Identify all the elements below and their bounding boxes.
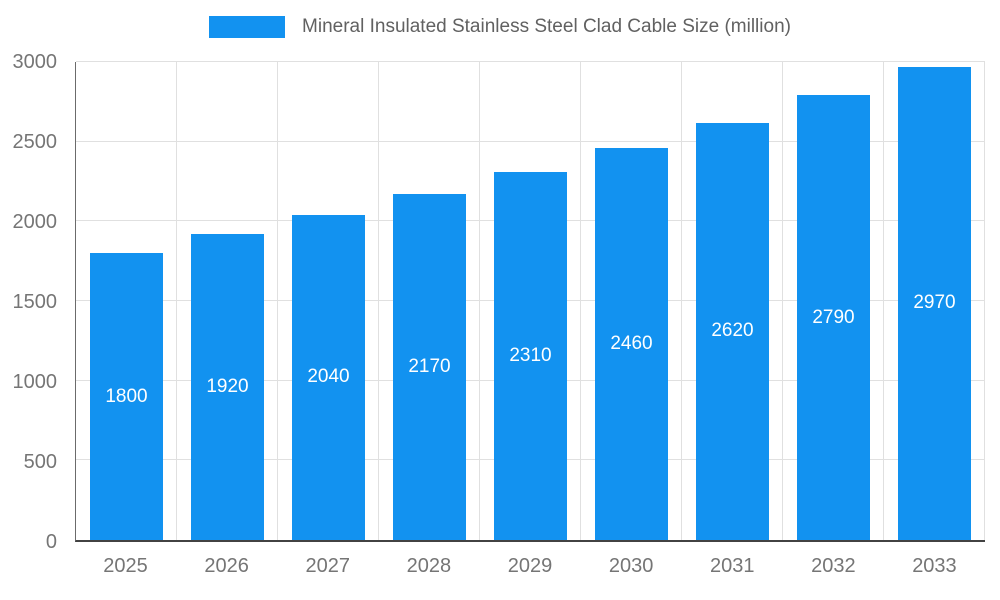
plot-area: 1800 1920 2040 2170 2310 2460 2620 2790 2970 <box>75 61 985 542</box>
x-tick-label: 2031 <box>709 555 755 577</box>
bar-2032[interactable]: 2790 <box>797 95 870 540</box>
legend[interactable]: Mineral Insulated Stainless Steel Clad C… <box>0 16 1000 38</box>
bar-value-label: 2310 <box>509 344 552 366</box>
y-tick-label: 0 <box>45 531 57 553</box>
y-tick-label: 3000 <box>12 51 58 73</box>
v-gridline <box>984 62 985 540</box>
x-tick-label: 2026 <box>204 555 249 577</box>
h-gridline <box>76 61 985 62</box>
bar-value-label: 2040 <box>307 366 350 388</box>
bar-2028[interactable]: 2170 <box>393 194 466 540</box>
x-tick-label: 2027 <box>305 555 351 577</box>
bar-2029[interactable]: 2310 <box>494 171 567 540</box>
y-tick-label: 2000 <box>12 211 58 234</box>
y-tick-label: 1000 <box>12 371 58 394</box>
legend-label: Mineral Insulated Stainless Steel Clad C… <box>302 16 791 37</box>
bar-value-label: 2460 <box>610 333 653 355</box>
bar-value-label: 1920 <box>206 376 249 398</box>
bar-value-label: 2970 <box>913 292 956 314</box>
x-tick-label: 2033 <box>912 555 957 577</box>
bar-2030[interactable]: 2460 <box>595 148 668 540</box>
x-axis: 2025 2026 2027 2028 2029 2030 2031 2032 2033 <box>75 556 985 586</box>
y-tick-label: 500 <box>23 451 57 474</box>
v-gridline <box>882 62 884 540</box>
x-tick-label: 2032 <box>811 555 856 577</box>
v-gridline <box>175 62 177 540</box>
x-tick-label: 2028 <box>406 555 452 577</box>
v-gridline <box>680 62 682 540</box>
x-tick-label: 2030 <box>608 555 654 577</box>
v-gridline <box>276 62 278 540</box>
bar-value-label: 2620 <box>711 320 754 342</box>
bar-value-label: 1800 <box>105 385 148 407</box>
bar-2025[interactable]: 1800 <box>90 253 163 540</box>
v-gridline <box>782 62 783 540</box>
x-tick-label: 2029 <box>507 555 553 577</box>
bar-2026[interactable]: 1920 <box>191 234 264 540</box>
h-gridline <box>76 140 985 142</box>
legend-swatch[interactable] <box>209 16 286 38</box>
v-gridline <box>580 62 581 540</box>
bar-2027[interactable]: 2040 <box>292 214 365 540</box>
bar-2033[interactable]: 2970 <box>898 66 971 540</box>
v-gridline <box>478 62 480 540</box>
bar-value-label: 2170 <box>408 356 451 378</box>
v-gridline <box>377 62 379 540</box>
x-tick-label: 2025 <box>103 555 148 577</box>
bar-2031[interactable]: 2620 <box>696 122 769 540</box>
bar-value-label: 2790 <box>812 306 855 328</box>
y-tick-label: 2500 <box>12 131 58 153</box>
y-axis: 0 500 1000 1500 2000 2500 3000 <box>0 52 65 552</box>
y-tick-label: 1500 <box>12 291 58 313</box>
